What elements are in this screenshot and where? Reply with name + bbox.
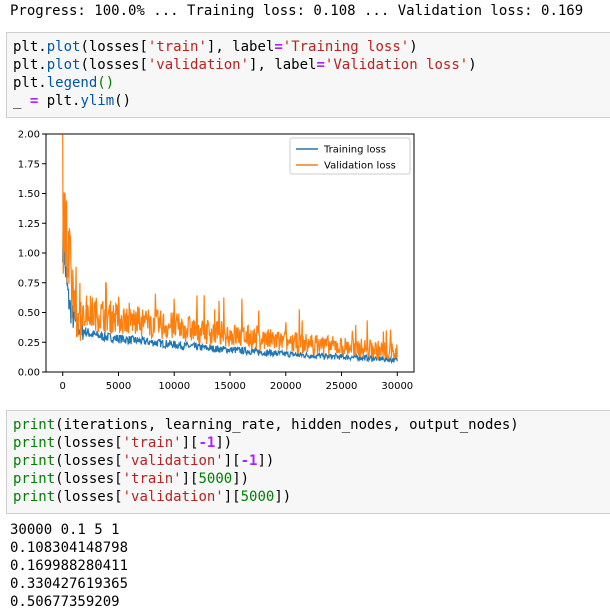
- code-line: print(losses['validation'][-1]): [13, 453, 275, 469]
- code-line: plt.legend(): [13, 75, 115, 91]
- x-tick-label: 0: [60, 381, 66, 392]
- x-tick-label: 25000: [326, 381, 358, 392]
- y-tick-label: 2.00: [18, 130, 40, 141]
- y-tick-label: 0.50: [18, 308, 40, 319]
- legend-label: Validation loss: [324, 161, 396, 172]
- code-line: print(losses['train'][-1]): [13, 435, 233, 451]
- y-tick-label: 0.75: [18, 278, 40, 289]
- print-output-line: 30000 0.1 5 1: [10, 522, 120, 538]
- print-output-line: 0.169988280411: [10, 558, 129, 574]
- y-tick-label: 1.50: [18, 189, 40, 200]
- series-line-training: [62, 217, 398, 365]
- code-line: plt.plot(losses['validation'], label='Va…: [13, 57, 477, 73]
- print-output-line: 0.330427619365: [10, 576, 129, 592]
- y-tick-label: 0.25: [18, 338, 40, 349]
- legend-box: [289, 137, 411, 175]
- legend-label: Training loss: [323, 145, 386, 156]
- training-progress-output: Progress: 100.0% ... Training loss: 0.10…: [10, 3, 584, 19]
- code-line: _ = plt.ylim(): [13, 93, 132, 109]
- y-tick-label: 1.00: [18, 249, 40, 260]
- x-tick-label: 20000: [270, 381, 302, 392]
- code-line: plt.plot(losses['train'], label='Trainin…: [13, 39, 418, 55]
- loss-chart-svg: 0.00 0.25 0.50 0.75 1.00 1.25 1.50 1.75 2.00 0 500…: [18, 130, 415, 392]
- y-tick-label: 0.00: [18, 368, 40, 379]
- code-cell-plot[interactable]: plt.plot(losses['train'], label='Trainin…: [6, 32, 610, 118]
- print-output-line: 0.108304148798: [10, 540, 129, 556]
- code-line: print(losses['train'][5000]): [13, 471, 250, 487]
- y-tick-label: 1.75: [18, 159, 40, 170]
- x-tick-label: 30000: [381, 381, 413, 392]
- code-cell-print[interactable]: print(iterations, learning_rate, hidden_…: [6, 410, 610, 514]
- code-line: print(losses['validation'][5000]): [13, 489, 292, 505]
- x-tick-label: 10000: [158, 381, 190, 392]
- x-tick-label: 15000: [214, 381, 246, 392]
- loss-chart: 0.00 0.25 0.50 0.75 1.00 1.25 1.50 1.75 2.00 0 500…: [6, 128, 418, 396]
- y-tick-label: 1.25: [18, 219, 40, 230]
- code-line: print(iterations, learning_rate, hidden_…: [13, 417, 519, 433]
- x-tick-label: 5000: [106, 381, 131, 392]
- series-line-validation: [62, 134, 398, 360]
- print-output-line: 0.50677359209: [10, 594, 120, 610]
